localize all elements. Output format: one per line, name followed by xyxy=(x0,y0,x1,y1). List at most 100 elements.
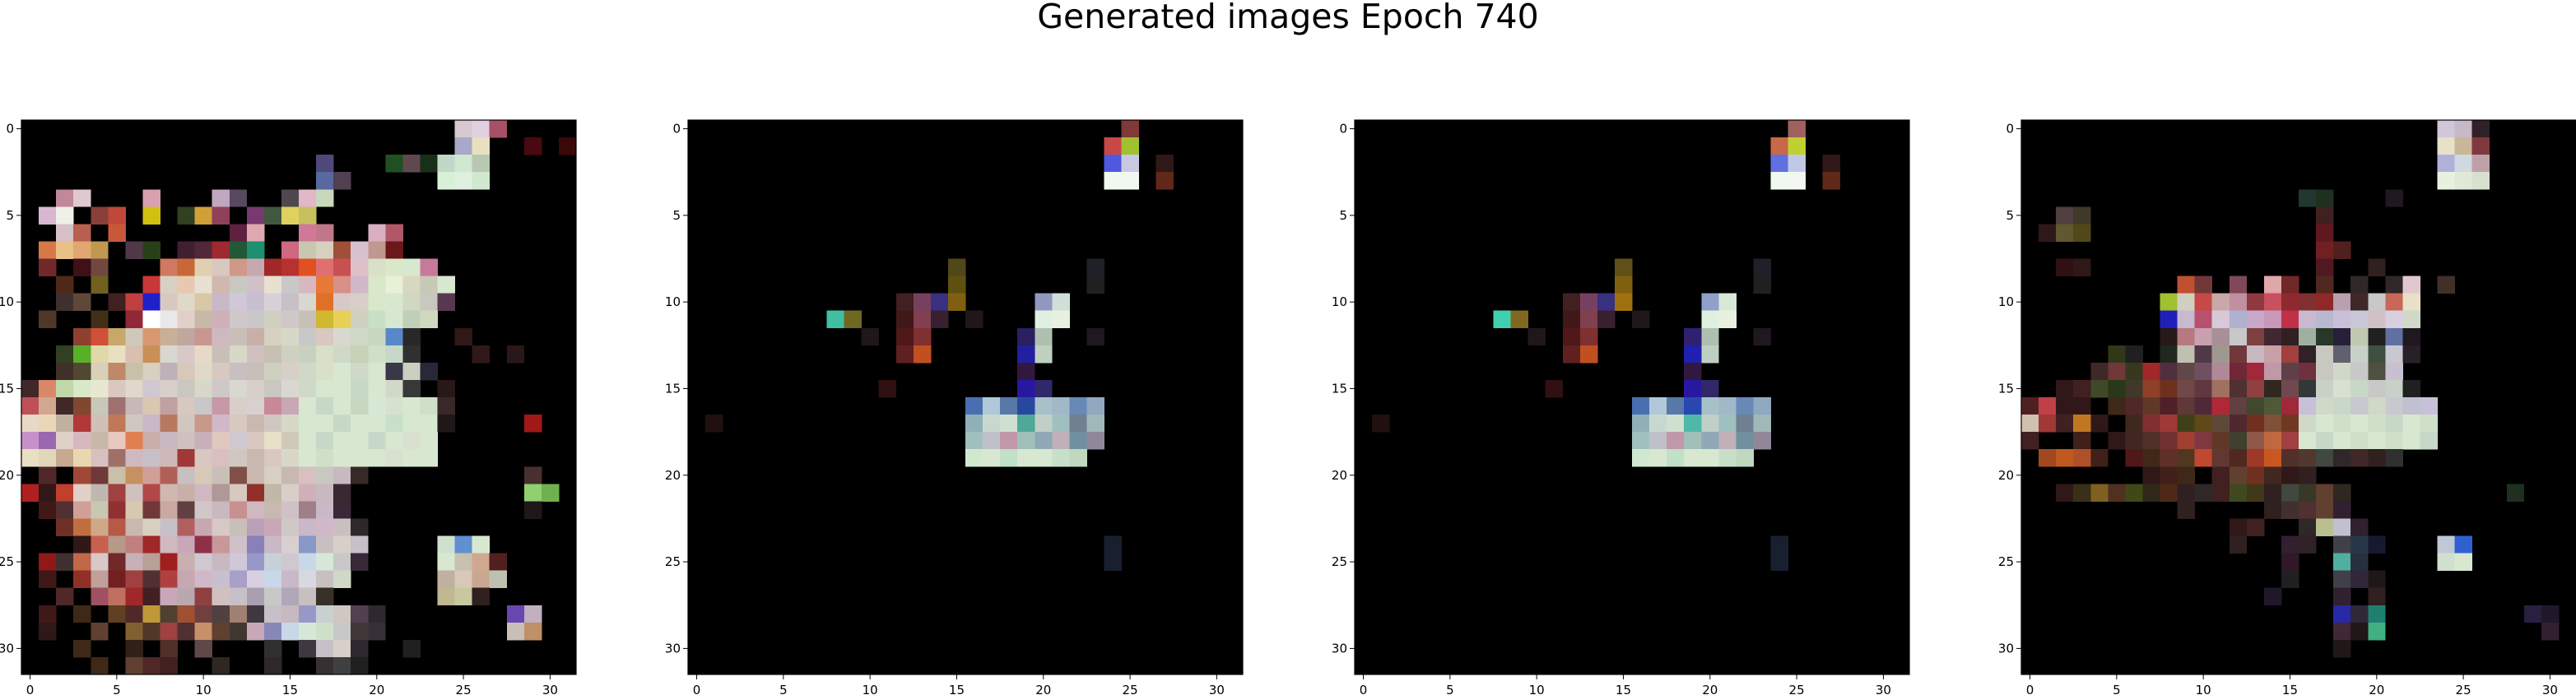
image-pixel xyxy=(2212,380,2230,397)
image-pixel xyxy=(524,484,542,501)
image-pixel xyxy=(2316,276,2333,294)
image-pixel xyxy=(2472,155,2490,172)
image-pixel xyxy=(2333,554,2350,571)
image-pixel xyxy=(2299,328,2316,345)
x-tick-label: 15 xyxy=(949,683,965,695)
image-pixel xyxy=(2247,484,2264,501)
image-pixel xyxy=(1052,432,1069,449)
image-pixel xyxy=(2195,345,2212,363)
image-pixel xyxy=(230,554,247,571)
image-pixel xyxy=(195,432,212,449)
image-pixel xyxy=(1000,415,1017,432)
image-pixel xyxy=(2385,311,2402,328)
image-pixel xyxy=(247,276,264,294)
image-pixel xyxy=(299,518,316,535)
image-pixel xyxy=(1563,328,1580,345)
image-pixel xyxy=(56,345,73,363)
image-pixel xyxy=(2438,120,2455,137)
image-pixel xyxy=(2438,554,2455,571)
image-pixel xyxy=(160,623,178,640)
image-pixel xyxy=(402,155,420,172)
image-pixel xyxy=(490,554,507,571)
image-pixel xyxy=(1736,449,1753,466)
image-pixel xyxy=(212,466,230,484)
image-pixel xyxy=(2073,415,2090,432)
image-pixel xyxy=(333,518,351,535)
image-pixel xyxy=(2178,328,2195,345)
image-pixel xyxy=(73,518,91,535)
image-pixel xyxy=(2160,415,2178,432)
image-pixel xyxy=(264,484,281,501)
image-pixel xyxy=(1615,259,1632,276)
image-pixel xyxy=(39,554,56,571)
image-pixel xyxy=(108,415,125,432)
image-pixel xyxy=(965,432,983,449)
image-pixel xyxy=(438,536,455,554)
image-panel-1: 0 5 10 15 20 25 30051015202530 xyxy=(0,107,584,695)
image-pixel xyxy=(2368,432,2385,449)
image-pixel xyxy=(2385,380,2402,397)
image-pixel xyxy=(2281,466,2299,484)
image-pixel xyxy=(39,206,56,224)
image-pixel xyxy=(333,276,351,294)
image-pixel xyxy=(1667,432,1684,449)
image-pixel xyxy=(2316,224,2333,241)
image-pixel xyxy=(160,588,178,605)
image-pixel xyxy=(2402,294,2420,311)
image-pixel xyxy=(385,276,402,294)
image-pixel xyxy=(73,605,91,623)
image-pixel xyxy=(1718,311,1736,328)
y-tick-label: 10 xyxy=(1998,294,2014,309)
image-pixel xyxy=(1684,363,1701,380)
image-pixel xyxy=(2230,380,2247,397)
image-pixel xyxy=(2299,415,2316,432)
image-pixel xyxy=(2350,380,2368,397)
image-pixel xyxy=(402,311,420,328)
image-pixel xyxy=(2368,328,2385,345)
image-pixel xyxy=(2455,155,2472,172)
y-tick-label: 10 xyxy=(0,294,14,309)
image-pixel xyxy=(212,554,230,571)
image-pixel xyxy=(2299,536,2316,554)
image-pixel xyxy=(56,415,73,432)
image-pixel xyxy=(1649,449,1667,466)
image-pixel xyxy=(1017,328,1035,345)
image-pixel xyxy=(1684,380,1701,397)
image-pixel xyxy=(402,345,420,363)
image-pixel xyxy=(1580,345,1597,363)
image-pixel xyxy=(385,415,402,432)
image-pixel xyxy=(2333,432,2350,449)
image-pixel xyxy=(21,484,39,501)
image-pixel xyxy=(420,363,437,380)
image-pixel xyxy=(2230,466,2247,484)
image-pixel xyxy=(142,466,160,484)
image-pixel xyxy=(125,536,142,554)
image-pixel xyxy=(1035,294,1052,311)
image-pixel xyxy=(247,554,264,571)
image-pixel xyxy=(2368,571,2385,588)
image-pixel xyxy=(402,640,420,657)
image-pixel xyxy=(1528,328,1546,345)
image-pixel xyxy=(1563,311,1580,328)
image-pixel xyxy=(299,536,316,554)
image-pixel xyxy=(1718,397,1736,415)
image-pixel xyxy=(2455,554,2472,571)
image-pixel xyxy=(91,571,108,588)
image-pixel xyxy=(351,657,368,674)
image-pixel xyxy=(160,345,178,363)
image-pixel xyxy=(316,640,333,657)
image-pixel xyxy=(2160,363,2178,380)
image-pixel xyxy=(39,241,56,258)
image-pixel xyxy=(2316,328,2333,345)
image-pixel xyxy=(108,571,125,588)
x-tick-label: 20 xyxy=(369,683,384,695)
image-pixel xyxy=(281,432,299,449)
image-pixel xyxy=(2247,466,2264,484)
image-pixel xyxy=(264,588,281,605)
image-pixel xyxy=(212,501,230,518)
image-pixel xyxy=(230,380,247,397)
image-pixel xyxy=(1372,415,1389,432)
image-pixel xyxy=(247,397,264,415)
image-pixel xyxy=(160,294,178,311)
image-pixel xyxy=(108,484,125,501)
